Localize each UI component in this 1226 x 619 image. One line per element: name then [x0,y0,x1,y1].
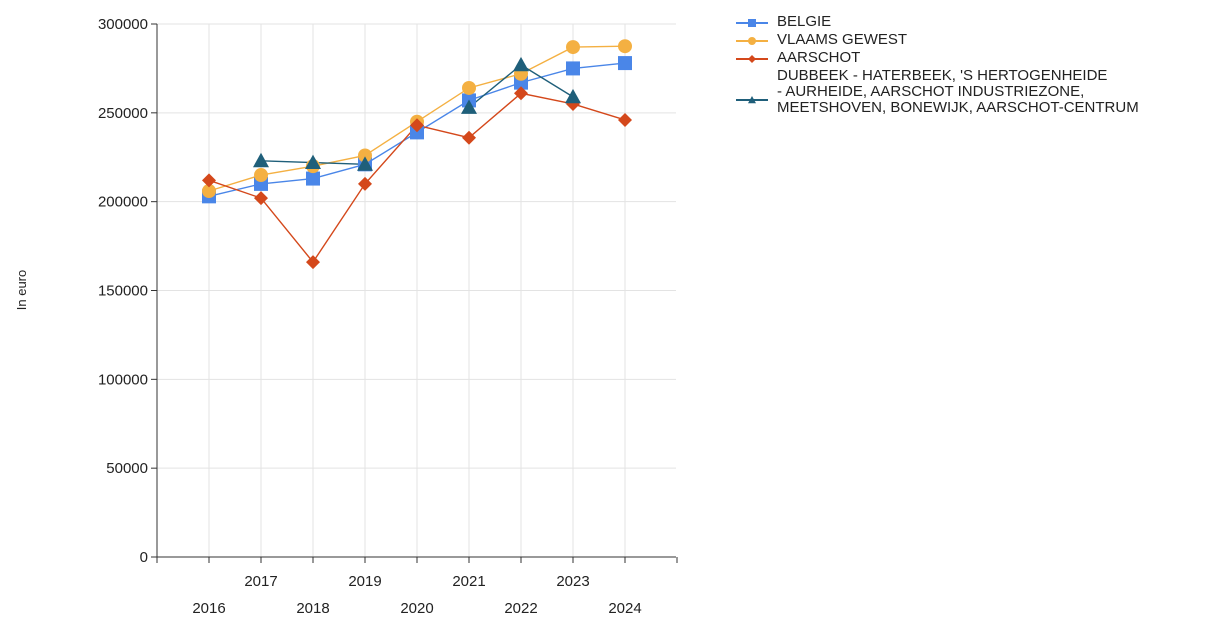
x-tick-label: 2023 [556,573,589,590]
data-point-3 [461,99,477,114]
legend-swatch [736,55,768,63]
legend-marker [748,37,756,45]
legend-item: BELGIE [735,14,1215,32]
legend-item: VLAAMS GEWEST [735,32,1215,50]
data-point-2 [462,130,476,145]
x-tick-label: 2019 [348,573,381,590]
legend-item: DUBBEEK - HATERBEEK, 'S HERTOGENHEIDE - … [735,68,1215,116]
x-tick-label: 2024 [608,600,641,617]
data-point-2 [306,255,320,270]
legend-swatch [736,96,768,104]
x-tick-label: 2017 [244,573,277,590]
data-point-1 [462,80,476,95]
data-point-2 [618,112,632,127]
x-tick-label: 2021 [452,573,485,590]
data-point-0 [566,61,580,76]
gridlines [157,23,676,557]
x-tick-label: 2018 [296,600,329,617]
legend-marker [748,96,756,104]
data-point-3 [513,56,529,72]
legend-label: VLAAMS GEWEST [777,31,908,48]
data-point-3 [357,156,373,171]
data-point-2 [202,173,216,188]
y-tick-label: 0 [140,549,148,566]
y-tick-label: 250000 [98,105,148,122]
x-tick-label: 2022 [504,600,537,617]
data-point-1 [202,184,216,199]
legend-label: AARSCHOT [777,49,861,66]
data-point-1 [618,39,632,54]
data-point-3 [253,152,269,168]
data-point-2 [254,191,268,206]
data-point-2 [410,118,424,133]
legend-item: AARSCHOT [735,50,1215,68]
legend-label: DUBBEEK - HATERBEEK, 'S HERTOGENHEIDE - … [777,67,1139,116]
legend-swatch [736,37,768,45]
legend-marker [748,55,756,63]
data-point-2 [358,176,372,191]
legend: BELGIE VLAAMS GEWEST AARSCHOT DUBBEEK - HAT… [735,14,1215,116]
y-tick-label: 200000 [98,194,148,211]
series-markers [202,39,632,270]
data-point-1 [566,40,580,55]
y-tick-label: 300000 [98,16,148,33]
data-point-0 [306,171,320,186]
data-point-2 [514,86,528,101]
axes [151,23,678,563]
data-point-1 [358,148,372,163]
tick-labels: 0 50000 100000 150000 200000 250000 300000 2016… [98,16,642,617]
legend-label: BELGIE [777,13,832,30]
y-axis-title: In euro [14,270,29,310]
data-point-3 [305,154,321,169]
data-point-3 [565,88,581,104]
data-point-0 [410,125,424,140]
data-point-1 [254,168,268,183]
y-tick-label: 150000 [98,283,148,300]
legend-marker [748,19,756,27]
x-tick-label: 2020 [400,600,433,617]
legend-swatch [736,19,768,27]
data-point-0 [618,56,632,71]
x-tick-label: 2016 [192,600,225,617]
y-tick-label: 50000 [106,460,148,477]
y-tick-label: 100000 [98,371,148,388]
